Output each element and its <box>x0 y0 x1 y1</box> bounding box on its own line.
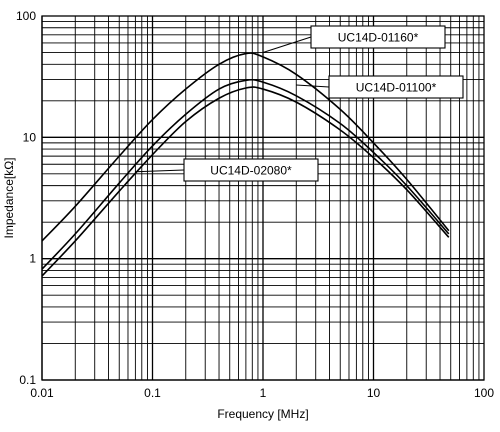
series-label-leader-1 <box>262 36 312 54</box>
series-label-box-3 <box>183 158 319 182</box>
series-label-box-2 <box>328 75 464 99</box>
y-tick-label: 100 <box>16 9 36 23</box>
x-axis-title: Frequency [MHz] <box>217 407 308 421</box>
series-line-3 <box>41 86 450 277</box>
y-tick-label: 10 <box>23 130 37 144</box>
series-label-1: UC14D-01160* <box>338 31 419 45</box>
series-label-2: UC14D-01100* <box>356 81 437 95</box>
series-label-leader-3 <box>135 169 185 173</box>
series-label-3: UC14D-02080* <box>210 164 292 178</box>
series-label-leader-2 <box>296 84 330 88</box>
x-tick-label: 10 <box>367 386 381 400</box>
x-tick-label: 100 <box>474 386 494 400</box>
y-axis-title: Impedance[kΩ] <box>2 157 16 238</box>
series-line-1 <box>41 52 450 242</box>
plot-frame <box>41 15 485 381</box>
x-tick-label: 0.1 <box>144 386 161 400</box>
series-layer <box>41 52 450 277</box>
y-tick-label: 0.1 <box>19 373 36 387</box>
series-label-box-1 <box>310 25 446 49</box>
series-labels: UC14D-01160* UC14D-01100* UC14D-02080* <box>135 25 464 182</box>
x-tick-label: 0.01 <box>30 386 54 400</box>
series-line-2 <box>41 78 450 270</box>
y-tick-label: 1 <box>29 252 36 266</box>
x-tick-label: 1 <box>260 386 267 400</box>
